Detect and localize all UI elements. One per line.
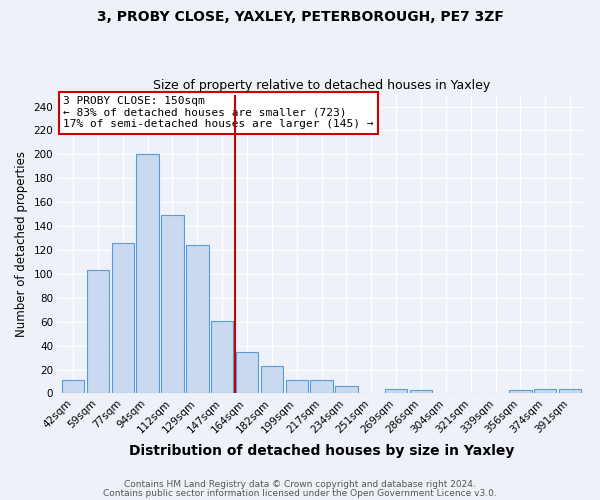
Bar: [161, 216, 184, 394]
Bar: [87, 270, 109, 394]
Bar: [534, 388, 556, 394]
Bar: [559, 388, 581, 394]
Bar: [112, 243, 134, 394]
Text: Contains public sector information licensed under the Open Government Licence v3: Contains public sector information licen…: [103, 489, 497, 498]
Bar: [211, 320, 233, 394]
Text: Contains HM Land Registry data © Crown copyright and database right 2024.: Contains HM Land Registry data © Crown c…: [124, 480, 476, 489]
Bar: [236, 352, 258, 394]
Bar: [310, 380, 333, 394]
Bar: [136, 154, 159, 394]
Bar: [385, 388, 407, 394]
Bar: [186, 245, 209, 394]
Bar: [286, 380, 308, 394]
Bar: [260, 366, 283, 394]
Bar: [335, 386, 358, 394]
X-axis label: Distribution of detached houses by size in Yaxley: Distribution of detached houses by size …: [129, 444, 514, 458]
Title: Size of property relative to detached houses in Yaxley: Size of property relative to detached ho…: [153, 79, 490, 92]
Y-axis label: Number of detached properties: Number of detached properties: [15, 151, 28, 337]
Text: 3 PROBY CLOSE: 150sqm
← 83% of detached houses are smaller (723)
17% of semi-det: 3 PROBY CLOSE: 150sqm ← 83% of detached …: [64, 96, 374, 130]
Bar: [410, 390, 432, 394]
Text: 3, PROBY CLOSE, YAXLEY, PETERBOROUGH, PE7 3ZF: 3, PROBY CLOSE, YAXLEY, PETERBOROUGH, PE…: [97, 10, 503, 24]
Bar: [62, 380, 84, 394]
Bar: [509, 390, 532, 394]
